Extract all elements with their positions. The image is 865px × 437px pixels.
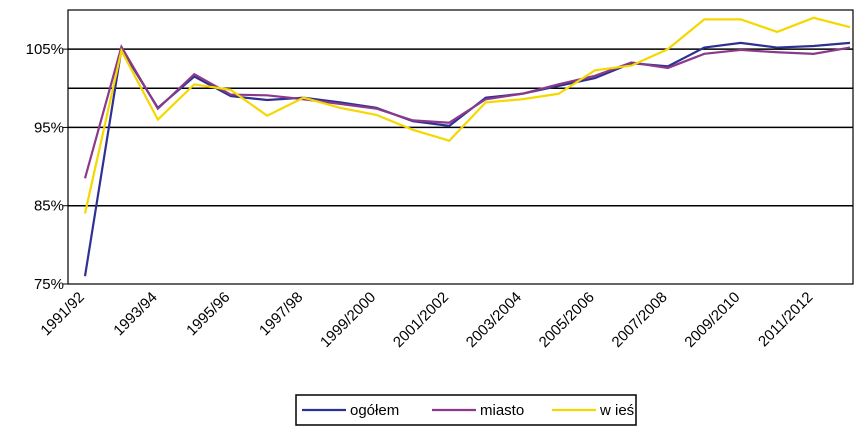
x-tick-label: 1991/92 [37,289,87,339]
y-tick-label: 95% [34,119,64,136]
x-tick-label: 1997/98 [256,289,306,339]
x-tick-label: 2011/2012 [755,289,816,350]
legend: ogółem miasto w ieś [295,394,637,426]
legend-label: miasto [480,402,524,419]
y-tick-label: 75% [34,276,64,293]
y-tick-label: 105% [26,41,64,58]
y-tick-label: 85% [34,198,64,215]
plot-frame [67,9,854,285]
series-line [83,16,851,214]
x-tick-label: 2005/2006 [536,289,598,351]
x-tick-label: 1993/94 [110,289,160,339]
x-tick-label: 1995/96 [183,289,233,339]
x-tick-label: 2007/2008 [609,289,671,351]
series-line [83,44,851,179]
x-tick-label: 1999/2000 [317,289,379,351]
x-tick-label: 2009/2010 [681,289,743,351]
x-tick-label: 2001/2002 [390,289,452,351]
x-tick-label: 2003/2004 [463,289,525,351]
legend-label: ogółem [350,402,399,419]
legend-label: w ieś [599,402,634,419]
